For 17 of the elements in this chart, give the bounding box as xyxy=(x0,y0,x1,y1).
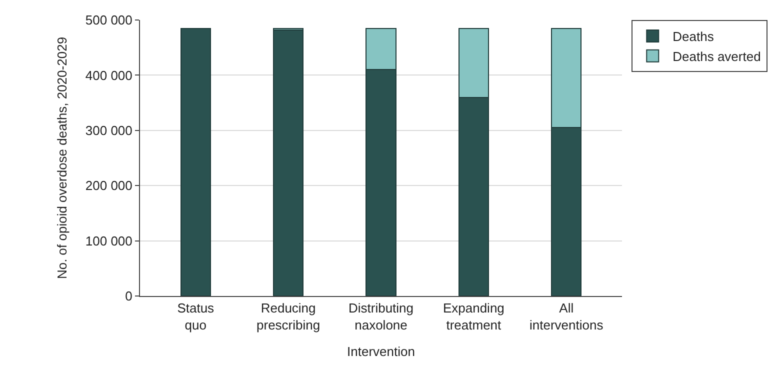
legend-label: Deaths xyxy=(672,29,714,44)
y-tick-label: 100 000 xyxy=(85,233,132,248)
y-tick-label: 300 000 xyxy=(85,122,132,138)
y-axis-title: No. of opioid overdose deaths, 2020-2029 xyxy=(54,36,70,280)
y-tick-label: 500 000 xyxy=(85,12,132,28)
x-tick-label: Status quo xyxy=(177,300,215,332)
x-tick-label: Distributing naxolone xyxy=(348,300,414,332)
bar xyxy=(180,28,211,296)
bar xyxy=(272,29,304,296)
x-axis-title: Intervention xyxy=(347,344,415,360)
legend-label: Deaths averted xyxy=(672,48,761,64)
x-tick-label: Reducing prescribing xyxy=(256,300,320,332)
x-tick-label: All interventions xyxy=(530,300,604,332)
x-tick-label: Expanding treatment xyxy=(442,300,504,332)
y-tick-label: 0 xyxy=(125,288,132,304)
y-tick-label: 400 000 xyxy=(85,68,132,83)
y-tick-label: 200 000 xyxy=(85,178,132,194)
